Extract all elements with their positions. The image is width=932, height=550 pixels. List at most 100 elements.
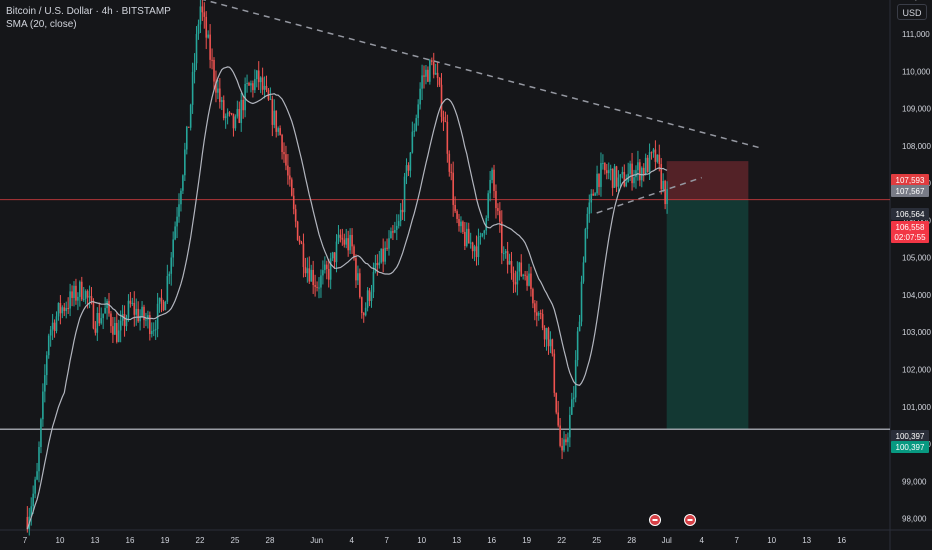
event-marker-icon[interactable] [649, 514, 662, 526]
candle-body [182, 175, 184, 191]
candle-body [561, 445, 563, 451]
candle-body [458, 218, 460, 227]
x-axis-tick-label: 10 [767, 536, 776, 545]
candle-body [180, 190, 182, 205]
candle-body [553, 353, 556, 393]
candle-body [115, 322, 118, 342]
candle-body [203, 12, 206, 17]
candle-body [475, 246, 478, 258]
candle-body [263, 85, 266, 90]
candle-body [162, 301, 165, 311]
indicator-label[interactable]: SMA (20, close) [6, 19, 77, 30]
price-tag[interactable]: 107,567 [891, 185, 929, 197]
y-axis-tick-label: 102,000 [902, 366, 931, 375]
candle-body [413, 130, 416, 132]
candle-body [141, 306, 143, 316]
price-tag-label: 106,564 [896, 210, 925, 219]
candle-body [236, 109, 239, 117]
candle-body [90, 296, 93, 302]
y-axis-tick-label: 105,000 [902, 254, 931, 263]
candle-body [483, 230, 486, 234]
x-axis-tick-label: 13 [452, 536, 461, 545]
price-tag[interactable]: 100,397 [891, 430, 929, 442]
candle-body [187, 126, 190, 128]
candle-body [224, 116, 227, 119]
candle-body [289, 175, 291, 180]
candle-body [318, 287, 320, 289]
event-marker-glyph [652, 519, 658, 521]
candle-body [565, 439, 567, 443]
candle-body [232, 113, 235, 129]
rising-support-trendline[interactable] [596, 176, 702, 214]
candle-body [438, 77, 441, 85]
candle-body [613, 166, 616, 188]
price-tag[interactable]: 100,397 [891, 441, 929, 453]
candle-body [532, 289, 534, 304]
candle-body [343, 239, 346, 245]
price-tag[interactable]: 02:07:55 [891, 231, 929, 243]
candle-body [38, 447, 40, 472]
currency-button[interactable]: USD [897, 4, 927, 20]
candle-body [135, 308, 138, 315]
descending-resistance-trendline[interactable] [200, 0, 761, 149]
candle-body [327, 268, 330, 280]
candle-body [522, 274, 524, 276]
price-tag-box [891, 174, 929, 186]
candle-body [547, 328, 550, 347]
x-axis-tick-label: 28 [627, 536, 636, 545]
sma-line[interactable] [26, 66, 668, 530]
x-axis-tick-label: 7 [23, 536, 28, 545]
candle-body [658, 154, 661, 165]
candle-body [168, 273, 171, 277]
symbol-title[interactable]: Bitcoin / U.S. Dollar · 4h · BITSTAMP [6, 6, 171, 17]
candle-body [265, 85, 268, 90]
candle-body [388, 238, 390, 249]
price-tag[interactable]: 106,558 [891, 221, 929, 233]
candle-body [485, 218, 488, 231]
candle-body [349, 234, 351, 251]
take-profit-zone[interactable] [666, 199, 749, 430]
candle-body [129, 300, 132, 304]
candle-body [79, 281, 81, 297]
candle-body [407, 165, 410, 171]
event-marker-icon[interactable] [684, 514, 697, 526]
candle-body [106, 301, 108, 309]
candle-body [473, 246, 476, 252]
candle-body [290, 179, 293, 196]
stop-loss-zone[interactable] [666, 161, 749, 200]
candle-body [588, 202, 591, 214]
price-tag-box [891, 185, 929, 197]
candle-body [283, 152, 285, 155]
candle-body [287, 165, 289, 176]
plot-area[interactable] [0, 0, 890, 530]
candle-body [259, 77, 262, 83]
candle-body [248, 82, 250, 86]
candle-body [86, 291, 89, 298]
candle-body [30, 506, 33, 517]
candle-body [510, 261, 513, 274]
candle-body [166, 276, 169, 302]
candle-body [65, 307, 68, 312]
candle-body [145, 319, 147, 321]
candle-body [314, 285, 316, 287]
x-axis-tick-label: Jul [662, 536, 672, 545]
candle-body [582, 262, 585, 282]
x-axis-tick-label: 16 [837, 536, 846, 545]
candle-body [590, 193, 593, 203]
candle-body [96, 312, 99, 333]
candle-body [199, 6, 202, 25]
candle-body [357, 273, 359, 281]
price-tag[interactable]: 107,593 [891, 174, 929, 186]
candle-body [500, 221, 503, 254]
candle-body [205, 16, 208, 38]
candle-body [646, 157, 649, 173]
candle-body [152, 330, 155, 332]
candle-body [32, 493, 34, 507]
candle-body [42, 391, 44, 420]
event-marker-glyph [687, 519, 693, 521]
x-axis-tick-label: 13 [802, 536, 811, 545]
candle-body [257, 70, 260, 83]
price-tag[interactable]: 106,564 [891, 208, 929, 220]
